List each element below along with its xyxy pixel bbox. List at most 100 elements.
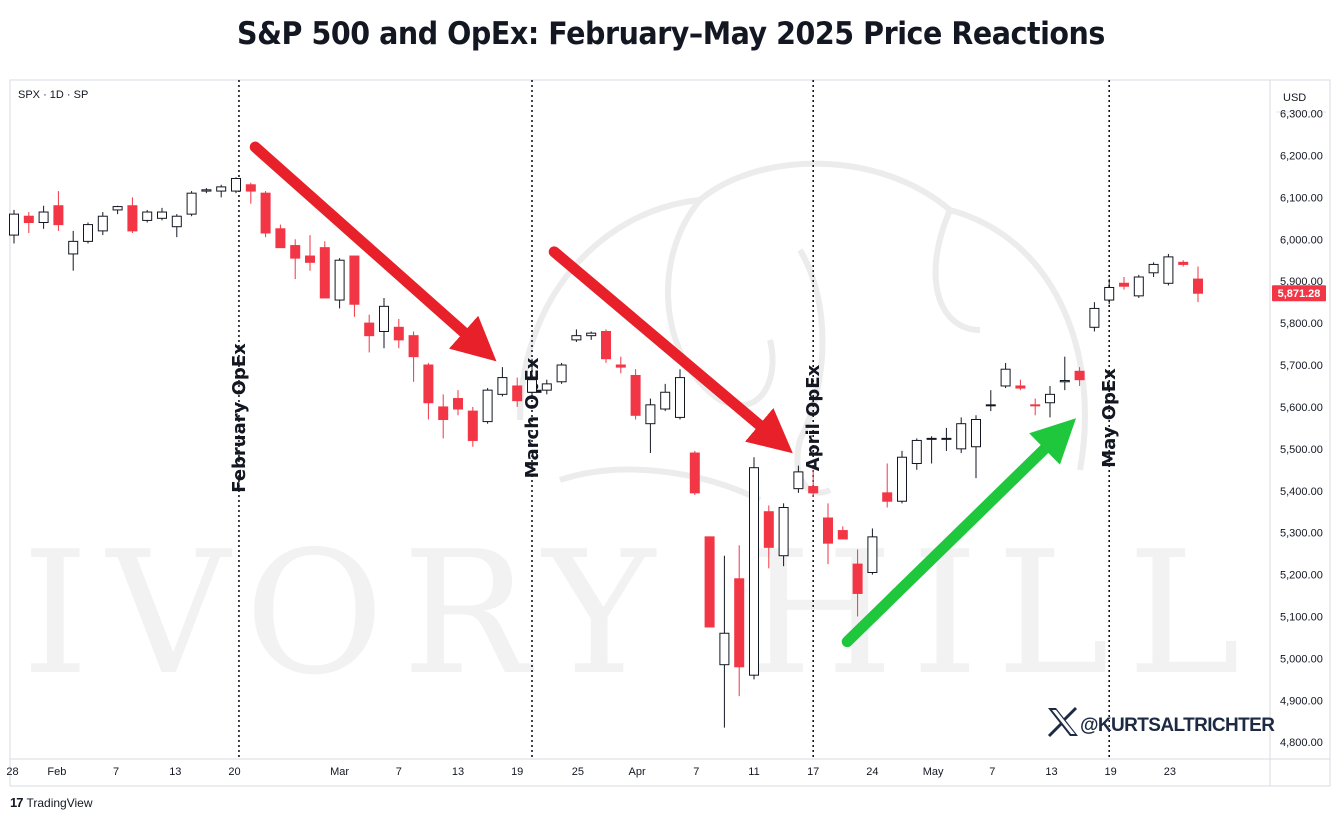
candle-body xyxy=(379,305,389,332)
candle-body xyxy=(83,224,93,242)
y-tick-label: 5,900.00 xyxy=(1280,276,1323,288)
x-tick-label: 7 xyxy=(113,766,119,778)
handle-text: @KURTSALTRICHTER xyxy=(1080,715,1275,736)
opex-label: May OpEx xyxy=(1099,368,1120,468)
candle-body xyxy=(497,377,508,395)
candle-body xyxy=(201,189,212,192)
candle-body xyxy=(1030,404,1041,407)
candle-body xyxy=(734,578,745,668)
candle-body xyxy=(364,322,375,337)
x-tick-label: Feb xyxy=(47,766,66,778)
x-tick-label: 25 xyxy=(572,766,584,778)
y-tick-label: 5,500.00 xyxy=(1280,444,1323,456)
handle-badge: @KURTSALTRICHTER xyxy=(1047,706,1276,738)
candle-body xyxy=(97,215,108,232)
candle-body xyxy=(793,471,804,490)
candle-body xyxy=(423,364,434,404)
time-axis[interactable]: 28 Feb 7 13 20 Mar 7 13 19 25 Apr 7 11 17 24 May 7 13 19 23 xyxy=(6,766,1176,778)
last-price-tag: 5,871.28 xyxy=(1272,285,1326,302)
candle-body xyxy=(571,335,582,341)
candle-body xyxy=(1163,256,1174,284)
tradingview-logo[interactable]: 17 TradingView xyxy=(10,795,93,810)
candle-body xyxy=(1089,307,1100,328)
green-trend-arrow xyxy=(841,418,1077,648)
candle-body xyxy=(1045,393,1055,404)
candle-body xyxy=(260,192,271,234)
candle-body xyxy=(512,385,523,402)
candle-body xyxy=(1178,261,1189,265)
candle-body xyxy=(9,213,19,236)
candle-body xyxy=(586,332,597,337)
currency-label: USD xyxy=(1283,92,1306,104)
candle-body xyxy=(615,364,626,368)
opex-label: February OpEx xyxy=(229,343,250,493)
candle-body xyxy=(956,423,967,450)
red-trend-arrow xyxy=(249,141,497,362)
candle-body xyxy=(157,211,167,219)
x-tick-label: 11 xyxy=(748,766,759,778)
candle-body xyxy=(541,383,552,391)
price-axis[interactable]: 4,800.00 4,900.00 5,000.00 5,100.00 5,200.00… xyxy=(1280,109,1323,750)
candle-body xyxy=(305,255,315,263)
candle-body xyxy=(127,205,138,232)
last-price-value: 5,871.28 xyxy=(1278,288,1321,300)
y-tick-label: 5,400.00 xyxy=(1280,486,1323,498)
candle-body xyxy=(245,184,256,192)
candle-body xyxy=(645,404,656,425)
candles xyxy=(9,177,1203,728)
candle-body xyxy=(704,536,715,628)
y-tick-label: 6,000.00 xyxy=(1280,234,1323,246)
x-tick-label: 7 xyxy=(989,766,995,778)
candle-body xyxy=(38,211,49,224)
candle-body xyxy=(334,259,345,301)
candle-body xyxy=(719,632,730,666)
y-tick-label: 5,600.00 xyxy=(1280,402,1323,414)
y-tick-label: 6,200.00 xyxy=(1280,150,1323,162)
y-tick-label: 5,100.00 xyxy=(1280,611,1323,623)
symbol-label: SPX · 1D · SP xyxy=(18,89,88,101)
trend-arrows xyxy=(249,141,1077,648)
x-tick-label: 19 xyxy=(1105,766,1117,778)
candle-body xyxy=(1148,263,1159,274)
candle-body xyxy=(53,205,64,226)
candle-body xyxy=(438,406,449,421)
watermark: IVORY HILL xyxy=(22,160,1240,713)
candle-body xyxy=(778,507,789,557)
candle-body xyxy=(601,330,611,360)
candle-body xyxy=(556,364,567,383)
candle-body xyxy=(630,374,641,416)
candle-body xyxy=(1059,380,1070,383)
candle-body xyxy=(837,530,848,540)
y-tick-label: 5,700.00 xyxy=(1280,360,1323,372)
candle-body xyxy=(216,186,227,192)
candle-body xyxy=(867,536,878,573)
x-logo-icon xyxy=(1047,706,1078,738)
candle-body xyxy=(231,177,241,192)
candle-body xyxy=(941,437,952,440)
candle-body xyxy=(393,326,404,341)
x-tick-label: 20 xyxy=(228,766,240,778)
candle-body xyxy=(482,389,493,423)
candle-body xyxy=(763,511,774,548)
candle-body xyxy=(1193,278,1203,294)
x-tick-label: May xyxy=(923,766,944,778)
candle-body xyxy=(911,439,922,465)
candle-body xyxy=(290,245,301,259)
y-tick-label: 6,300.00 xyxy=(1280,109,1323,121)
x-tick-label: 13 xyxy=(1045,766,1057,778)
x-tick-label: 24 xyxy=(866,766,878,778)
red-trend-arrow xyxy=(548,246,793,454)
x-tick-label: Mar xyxy=(330,766,349,778)
x-tick-label: 7 xyxy=(693,766,699,778)
y-tick-label: 5,300.00 xyxy=(1280,528,1323,540)
tradingview-logo-icon: 17 xyxy=(10,795,24,810)
candle-body xyxy=(1000,368,1011,387)
chart-title: S&P 500 and OpEx: February–May 2025 Pric… xyxy=(237,16,1105,52)
tradingview-label: TradingView xyxy=(26,795,93,810)
candle-body xyxy=(319,247,330,299)
candle-body xyxy=(823,517,833,544)
x-tick-label: Apr xyxy=(629,766,646,778)
candle-body xyxy=(349,255,360,305)
candle-body xyxy=(1104,286,1115,301)
